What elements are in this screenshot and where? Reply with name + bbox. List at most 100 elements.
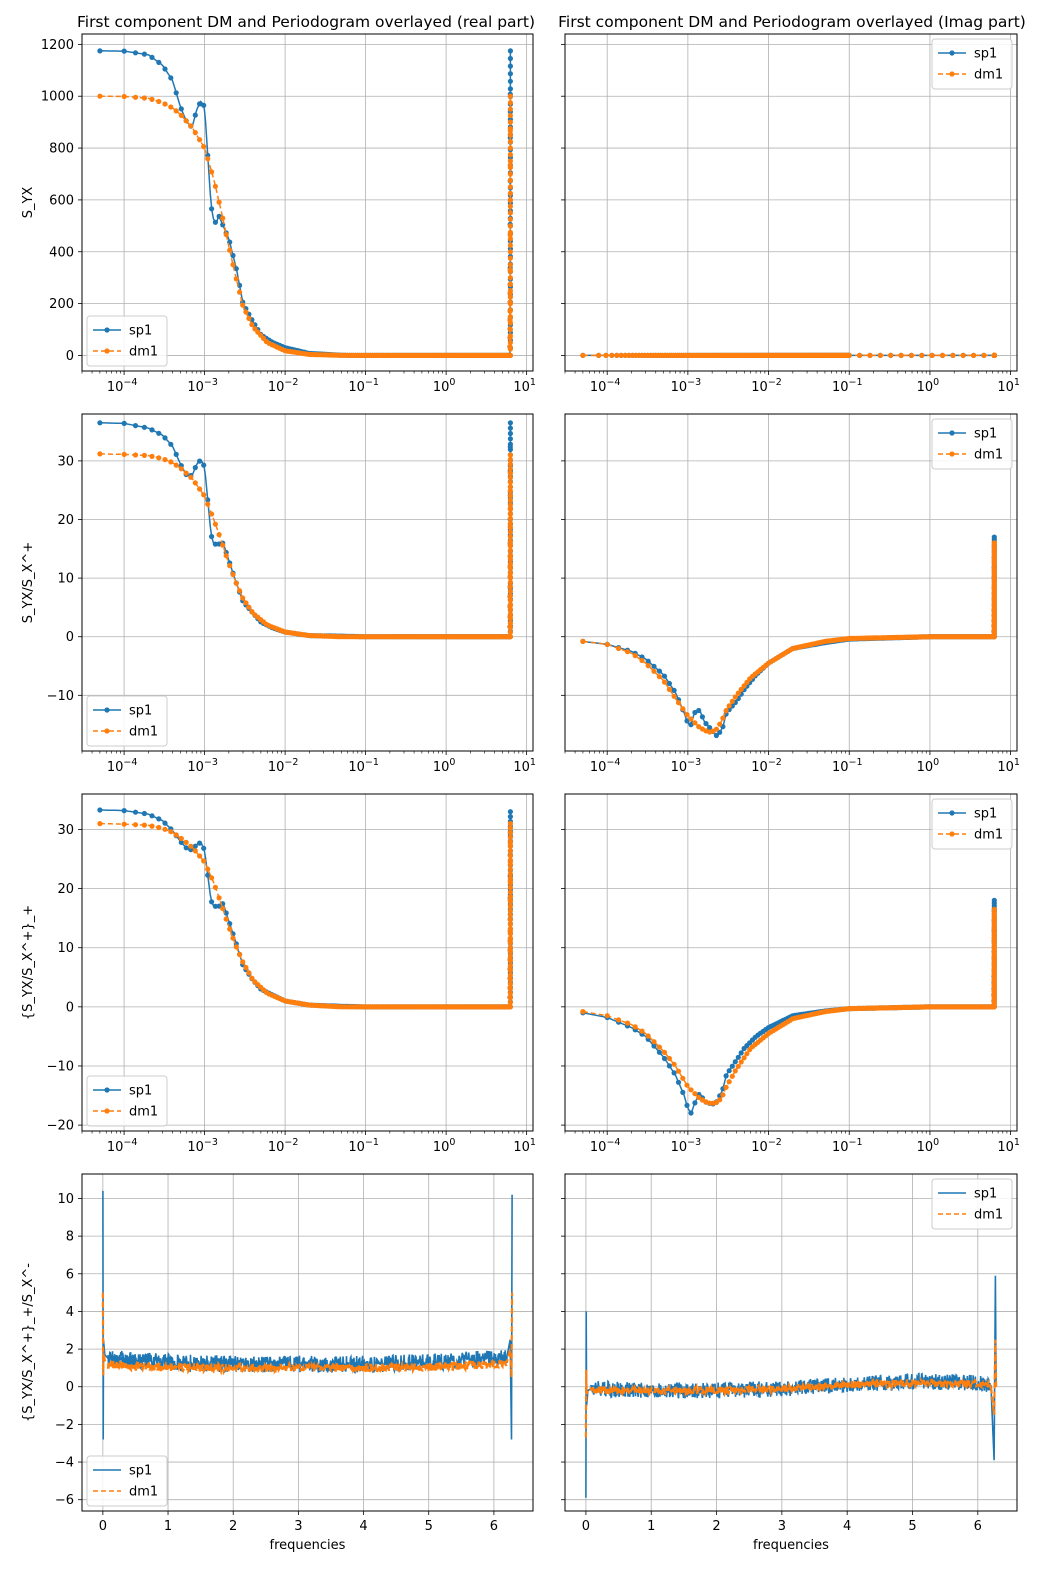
data-point (616, 1017, 622, 1023)
plot-area (580, 897, 997, 1116)
data-point (507, 210, 513, 216)
data-point (507, 281, 513, 288)
x-tick-label: 1 (164, 1519, 172, 1534)
data-point (713, 732, 720, 739)
axes-frame (564, 793, 1018, 1132)
data-point (726, 703, 732, 709)
x-tick-label: 5 (908, 1519, 916, 1534)
x-tick-label: 101 (997, 1137, 1020, 1155)
series-sp1 (585, 1275, 997, 1498)
data-point (156, 455, 162, 461)
x-tick-label: 4 (359, 1519, 367, 1534)
data-point (246, 604, 252, 610)
data-point (661, 673, 668, 679)
x-tick-label: 6 (974, 1519, 982, 1534)
data-point (132, 809, 139, 815)
data-point (720, 715, 726, 721)
x-tick-label: 10−2 (268, 1137, 299, 1155)
data-point (507, 425, 513, 431)
x-tick-label: 10−4 (590, 377, 621, 395)
data-point (205, 872, 211, 878)
data-point (183, 470, 189, 476)
data-point (507, 48, 513, 54)
data-point (132, 423, 139, 429)
data-point (507, 843, 513, 850)
data-point (201, 845, 207, 851)
x-tick-label: 3 (294, 1519, 302, 1534)
data-point (507, 232, 513, 238)
data-point (507, 457, 513, 463)
data-point (741, 1055, 747, 1061)
x-tick-label: 10−2 (751, 757, 782, 775)
x-tick-label: 10−2 (751, 377, 782, 395)
data-point (991, 540, 997, 546)
data-point (507, 809, 513, 815)
series-dm1 (101, 1292, 514, 1378)
data-point (507, 584, 513, 590)
x-axis-label: frequencies (270, 1538, 346, 1553)
series-line (101, 1292, 514, 1378)
y-tick-label: −2 (55, 1418, 74, 1433)
series-dm1 (580, 906, 997, 1106)
y-tick-label: 30 (57, 454, 74, 469)
legend-label-dm1: dm1 (129, 345, 158, 360)
data-point (183, 839, 189, 846)
legend-box (86, 1455, 168, 1507)
data-point (162, 820, 168, 826)
data-point (507, 55, 513, 62)
data-point (618, 352, 624, 358)
data-point (141, 822, 147, 828)
data-point (696, 707, 702, 714)
data-point (507, 947, 513, 953)
data-point (632, 653, 638, 659)
data-point (680, 1089, 686, 1095)
x-tick-label: 101 (513, 1137, 536, 1155)
data-point (507, 86, 513, 92)
data-point (237, 951, 243, 958)
data-point (156, 816, 162, 822)
title-imag: First component DM and Periodogram overl… (558, 13, 1026, 31)
data-point (507, 859, 513, 865)
data-point (692, 1091, 698, 1097)
x-tick-label: 100 (917, 1137, 940, 1155)
data-point (201, 462, 207, 468)
x-tick-label: 10−3 (187, 757, 218, 775)
data-point (507, 866, 513, 873)
series-dm1 (580, 352, 997, 358)
plot-area (580, 534, 997, 739)
x-tick-label: 10−3 (671, 377, 702, 395)
data-point (688, 1110, 694, 1116)
x-tick-label: 10−1 (832, 377, 863, 395)
data-point (671, 687, 677, 694)
x-tick-label: 101 (513, 377, 536, 395)
data-point (507, 534, 513, 540)
x-tick-label: 100 (433, 757, 456, 775)
y-tick-label: 1200 (41, 38, 74, 53)
data-point (188, 474, 194, 480)
data-point (703, 721, 709, 727)
data-point (223, 916, 229, 922)
y-tick-label: −10 (47, 689, 74, 704)
x-tick-label: 10−2 (751, 1137, 782, 1155)
axes-frame (81, 413, 534, 752)
data-point (507, 479, 513, 485)
x-tick-label: 10−4 (107, 757, 138, 775)
data-point (201, 144, 207, 150)
y-tick-label: 8 (66, 1230, 74, 1245)
data-point (991, 977, 997, 983)
x-tick-label: 1 (647, 1519, 655, 1534)
data-point (197, 137, 203, 143)
data-point (991, 998, 997, 1005)
data-point (240, 302, 246, 308)
series-dm1 (97, 93, 513, 358)
data-point (507, 132, 513, 138)
legend-label-dm1: dm1 (974, 448, 1003, 463)
series-markers (97, 451, 513, 640)
data-point (141, 424, 147, 430)
x-tick-label: 0 (582, 1519, 590, 1534)
data-point (240, 959, 246, 965)
data-point (661, 1055, 668, 1062)
